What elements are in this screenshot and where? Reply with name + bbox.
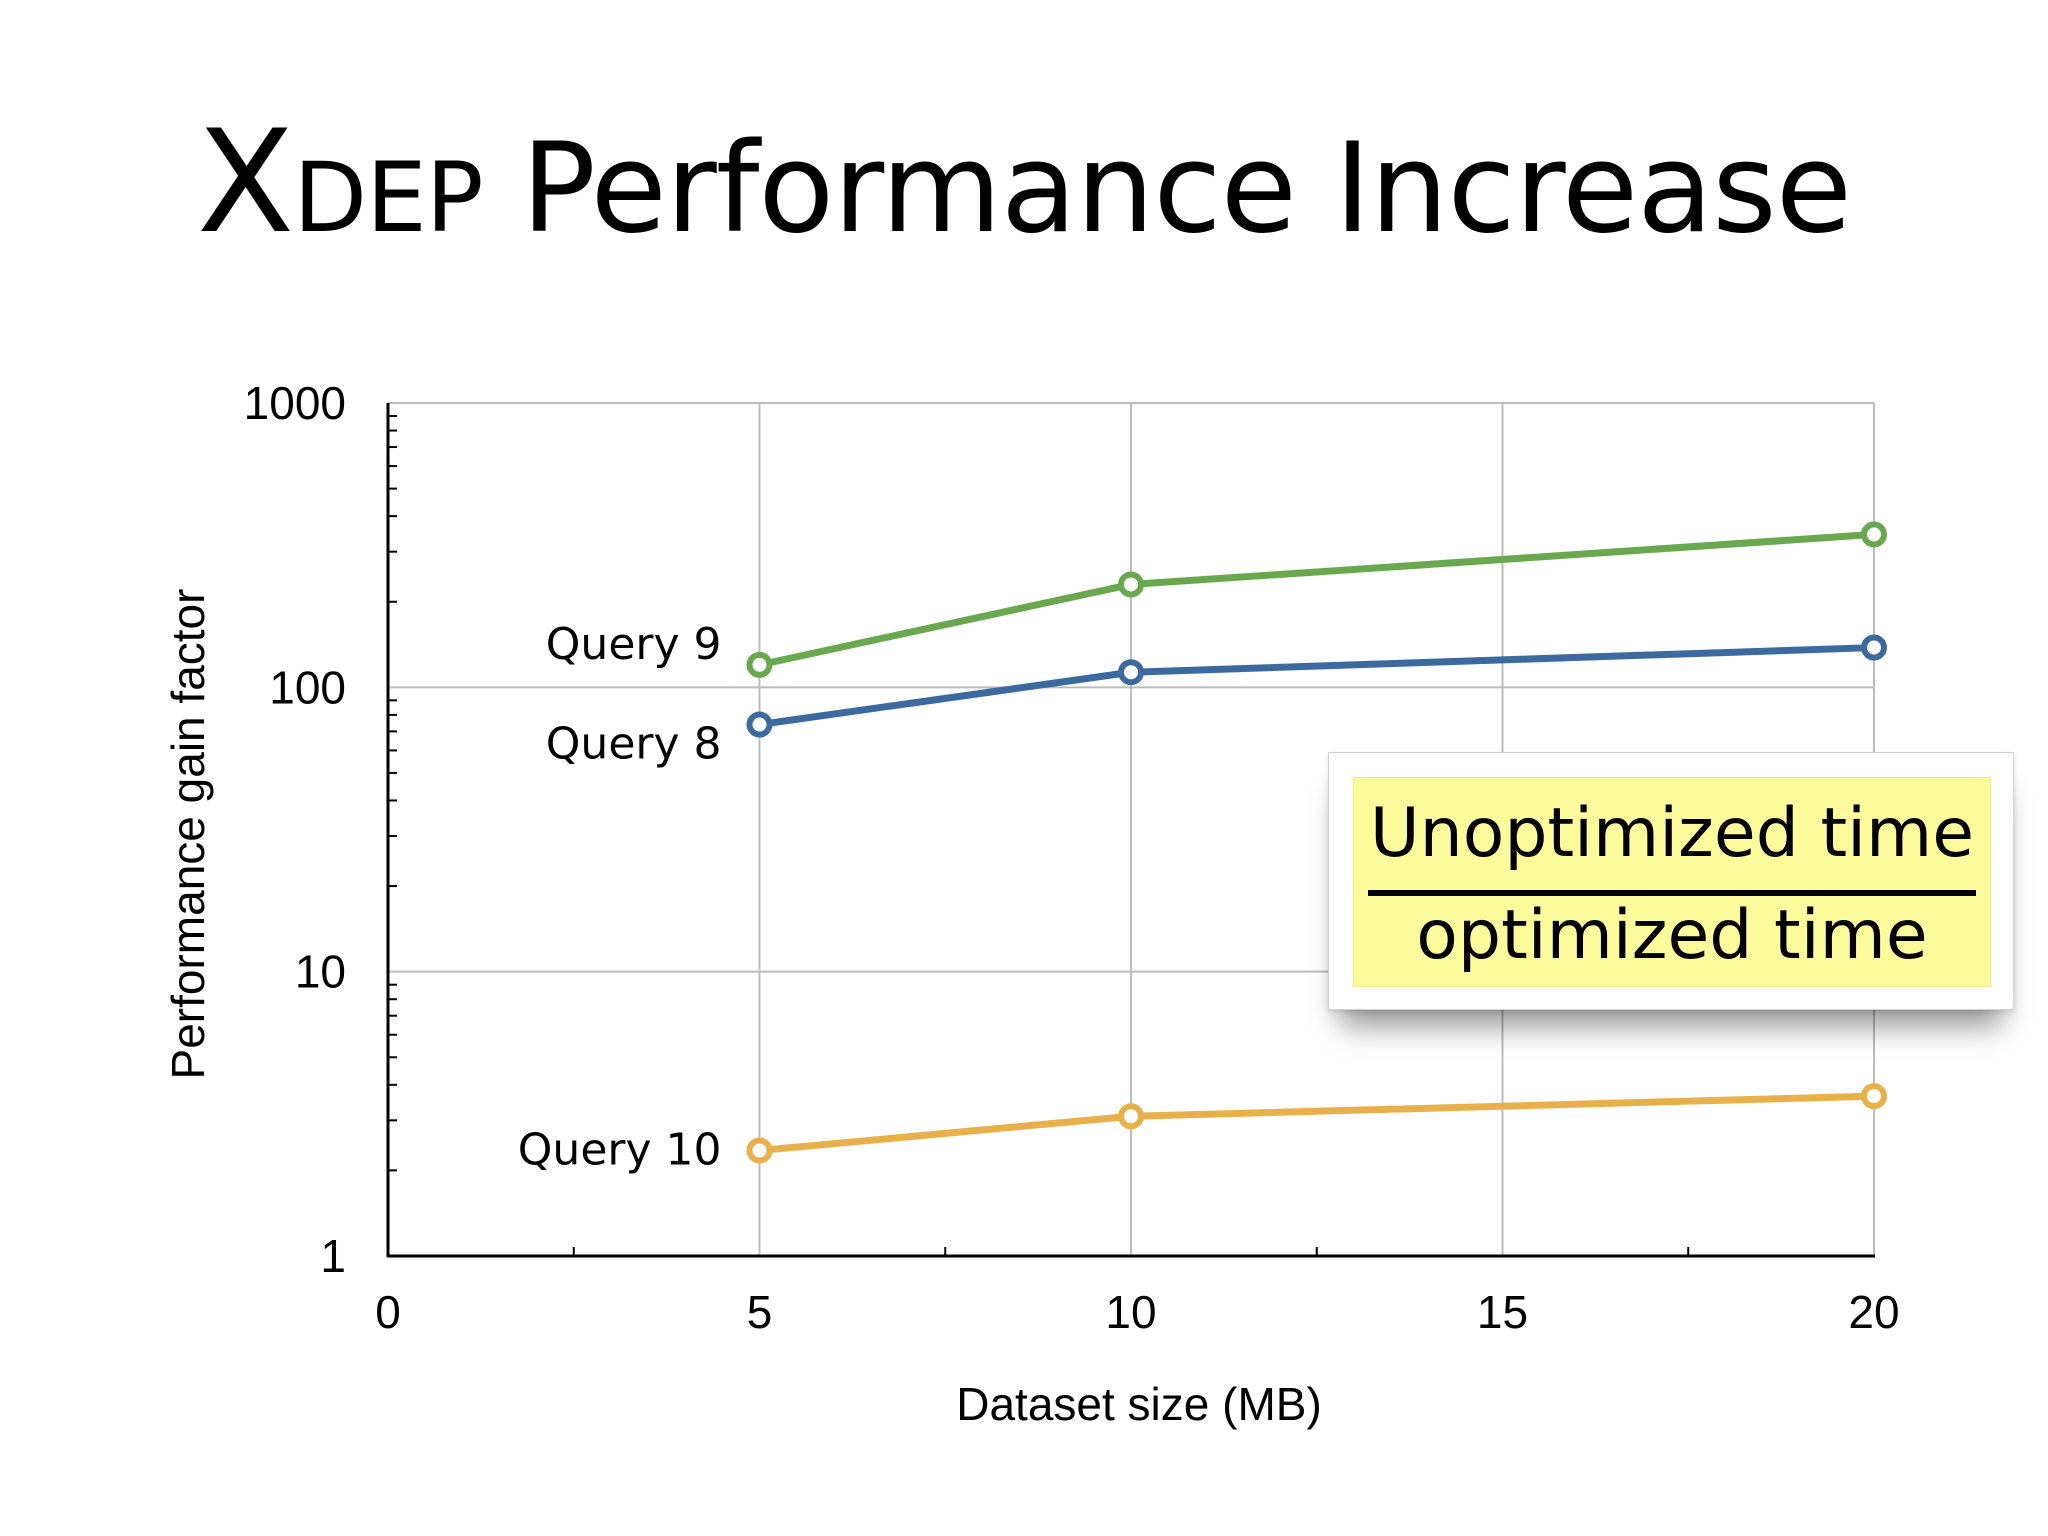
- y-tick-label: 1: [320, 1230, 346, 1282]
- y-tick-label: 10: [295, 946, 346, 998]
- data-point: [1861, 1083, 1887, 1110]
- series-label: Query 9: [546, 619, 722, 670]
- x-tick-label: 5: [747, 1286, 773, 1338]
- axes: [386, 403, 1875, 1258]
- page-title: XDEP Performance Increase: [0, 100, 2048, 265]
- series-query-8: Query 8: [546, 634, 1887, 770]
- data-point: [746, 1137, 773, 1164]
- x-tick-label: 15: [1477, 1286, 1528, 1338]
- formula-numerator: Unoptimized time: [1369, 794, 1975, 873]
- y-axis-label: Performance gain factor: [162, 589, 214, 1080]
- x-tick-label: 0: [375, 1286, 401, 1338]
- title-first-letter: X: [196, 100, 294, 265]
- series-line: [756, 644, 1878, 729]
- y-tick-label: 100: [269, 661, 346, 713]
- x-tick-label: 10: [1105, 1286, 1156, 1338]
- series-label: Query 8: [546, 719, 722, 770]
- series-query-9: Query 9: [546, 521, 1887, 678]
- data-point: [1118, 1103, 1144, 1130]
- formula-denominator: optimized time: [1416, 896, 1928, 975]
- series-line: [756, 530, 1878, 669]
- series-line: [756, 1092, 1878, 1154]
- data-point: [1861, 634, 1887, 661]
- series-label: Query 10: [518, 1124, 722, 1175]
- data-point: [746, 651, 773, 678]
- data-point: [1118, 571, 1144, 598]
- series-group: Query 9 Query 8 Query 10: [518, 521, 1887, 1175]
- title-rest: Performance Increase: [482, 117, 1852, 261]
- x-axis-label: Dataset size (MB): [956, 1378, 1322, 1430]
- series-query-10: Query 10: [518, 1083, 1887, 1175]
- data-point: [1861, 521, 1887, 548]
- data-point: [1118, 659, 1144, 686]
- x-tick-label: 20: [1848, 1286, 1899, 1338]
- data-point: [746, 711, 773, 738]
- formula-sticky: Unoptimized time optimized time: [1353, 777, 1991, 987]
- fraction-bar: [1368, 890, 1976, 896]
- y-tick-label: 1000: [244, 377, 346, 429]
- formula-callout: Unoptimized time optimized time: [1328, 752, 2014, 1010]
- tick-labels: 0 5 10 15 20 1 10 100 1000: [244, 377, 1900, 1338]
- title-small-caps: DEP: [293, 142, 483, 254]
